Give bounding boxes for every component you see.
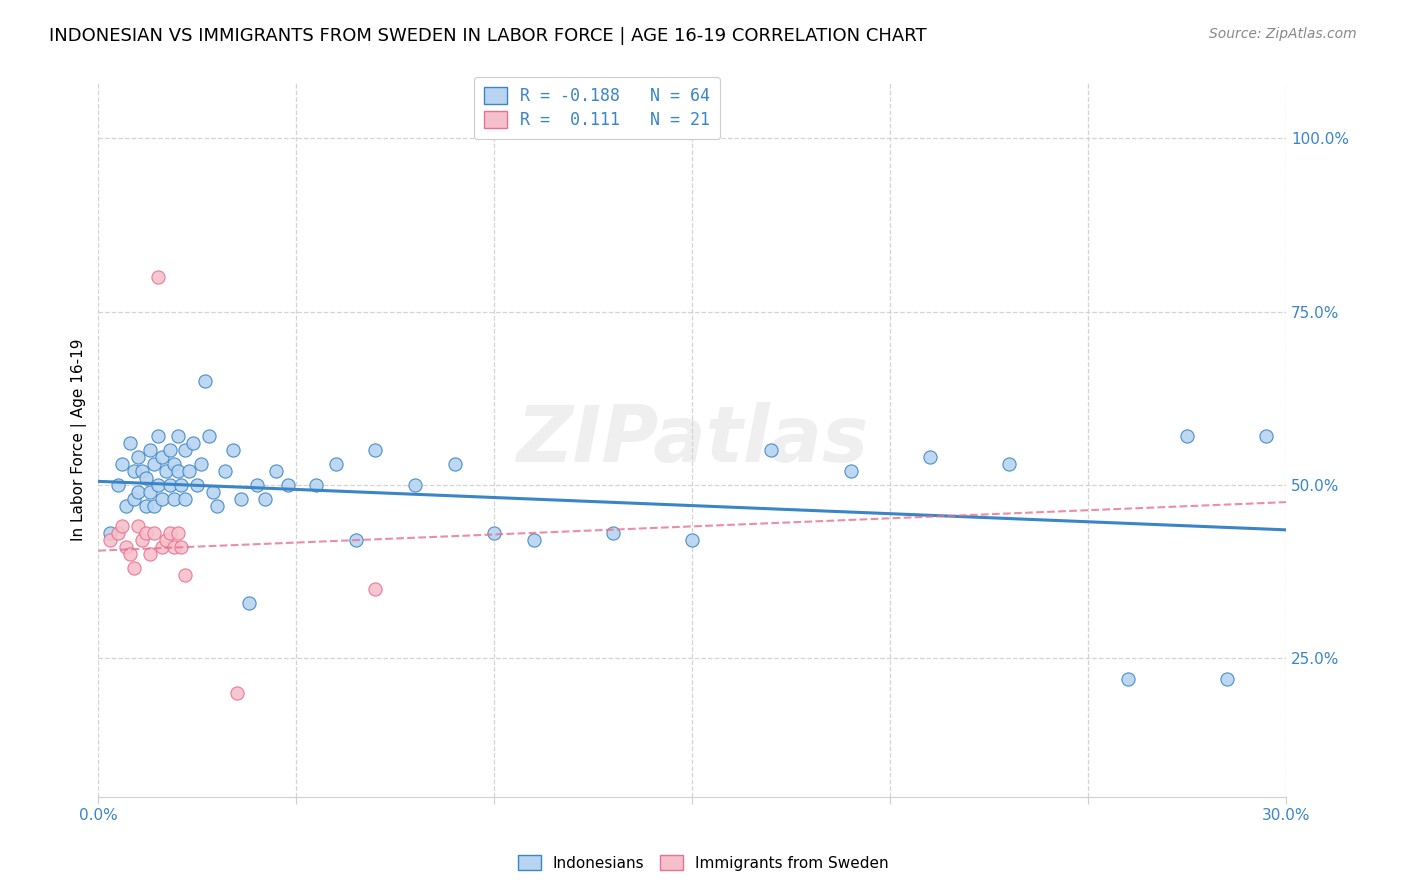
Point bbox=[122, 464, 145, 478]
Point bbox=[225, 686, 247, 700]
Point bbox=[602, 526, 624, 541]
Point bbox=[135, 499, 157, 513]
Point bbox=[998, 457, 1021, 471]
Point bbox=[839, 464, 862, 478]
Point bbox=[918, 450, 941, 464]
Point bbox=[111, 519, 134, 533]
Point bbox=[166, 429, 188, 443]
Point bbox=[166, 526, 188, 541]
Point bbox=[761, 443, 783, 458]
Point bbox=[190, 457, 212, 471]
Point bbox=[107, 526, 129, 541]
Point bbox=[127, 484, 149, 499]
Point bbox=[364, 582, 387, 596]
Point bbox=[146, 429, 169, 443]
Point bbox=[159, 478, 181, 492]
Point bbox=[135, 471, 157, 485]
Point bbox=[139, 484, 162, 499]
Point bbox=[183, 436, 205, 450]
Point bbox=[1116, 672, 1139, 686]
Point bbox=[127, 519, 149, 533]
Point bbox=[1256, 429, 1278, 443]
Point bbox=[484, 526, 506, 541]
Point bbox=[246, 478, 269, 492]
Point bbox=[443, 457, 465, 471]
Point bbox=[159, 526, 181, 541]
Point bbox=[118, 436, 141, 450]
Point bbox=[214, 464, 236, 478]
Y-axis label: In Labor Force | Age 16-19: In Labor Force | Age 16-19 bbox=[72, 338, 87, 541]
Legend: R = -0.188   N = 64, R =  0.111   N = 21: R = -0.188 N = 64, R = 0.111 N = 21 bbox=[474, 77, 720, 139]
Point bbox=[681, 533, 703, 548]
Point bbox=[404, 478, 426, 492]
Point bbox=[115, 540, 138, 554]
Point bbox=[364, 443, 387, 458]
Point bbox=[142, 526, 165, 541]
Point bbox=[159, 443, 181, 458]
Point bbox=[523, 533, 546, 548]
Point bbox=[1215, 672, 1237, 686]
Point bbox=[194, 374, 217, 388]
Point bbox=[146, 269, 169, 284]
Point bbox=[170, 478, 193, 492]
Point bbox=[142, 499, 165, 513]
Point bbox=[266, 464, 288, 478]
Point bbox=[186, 478, 208, 492]
Point bbox=[111, 457, 134, 471]
Point bbox=[179, 464, 201, 478]
Point bbox=[98, 533, 121, 548]
Point bbox=[131, 533, 153, 548]
Point bbox=[344, 533, 367, 548]
Legend: Indonesians, Immigrants from Sweden: Indonesians, Immigrants from Sweden bbox=[509, 846, 897, 880]
Point bbox=[162, 540, 184, 554]
Point bbox=[98, 526, 121, 541]
Point bbox=[170, 540, 193, 554]
Text: ZIPatlas: ZIPatlas bbox=[516, 401, 869, 478]
Point bbox=[139, 443, 162, 458]
Point bbox=[155, 533, 177, 548]
Point bbox=[150, 450, 173, 464]
Text: Source: ZipAtlas.com: Source: ZipAtlas.com bbox=[1209, 27, 1357, 41]
Point bbox=[229, 491, 252, 506]
Point bbox=[122, 491, 145, 506]
Point bbox=[107, 478, 129, 492]
Point bbox=[150, 491, 173, 506]
Point bbox=[1175, 429, 1198, 443]
Point bbox=[238, 596, 260, 610]
Point bbox=[142, 457, 165, 471]
Point bbox=[174, 568, 197, 582]
Point bbox=[135, 526, 157, 541]
Point bbox=[205, 499, 228, 513]
Text: INDONESIAN VS IMMIGRANTS FROM SWEDEN IN LABOR FORCE | AGE 16-19 CORRELATION CHAR: INDONESIAN VS IMMIGRANTS FROM SWEDEN IN … bbox=[49, 27, 927, 45]
Point bbox=[127, 450, 149, 464]
Point bbox=[122, 561, 145, 575]
Point bbox=[131, 464, 153, 478]
Point bbox=[198, 429, 221, 443]
Point bbox=[139, 547, 162, 561]
Point bbox=[146, 478, 169, 492]
Point bbox=[166, 464, 188, 478]
Point bbox=[174, 443, 197, 458]
Point bbox=[222, 443, 245, 458]
Point bbox=[174, 491, 197, 506]
Point bbox=[253, 491, 276, 506]
Point bbox=[155, 464, 177, 478]
Point bbox=[150, 540, 173, 554]
Point bbox=[162, 457, 184, 471]
Point bbox=[115, 499, 138, 513]
Point bbox=[118, 547, 141, 561]
Point bbox=[325, 457, 347, 471]
Point bbox=[202, 484, 225, 499]
Point bbox=[305, 478, 328, 492]
Point bbox=[277, 478, 299, 492]
Point bbox=[162, 491, 184, 506]
